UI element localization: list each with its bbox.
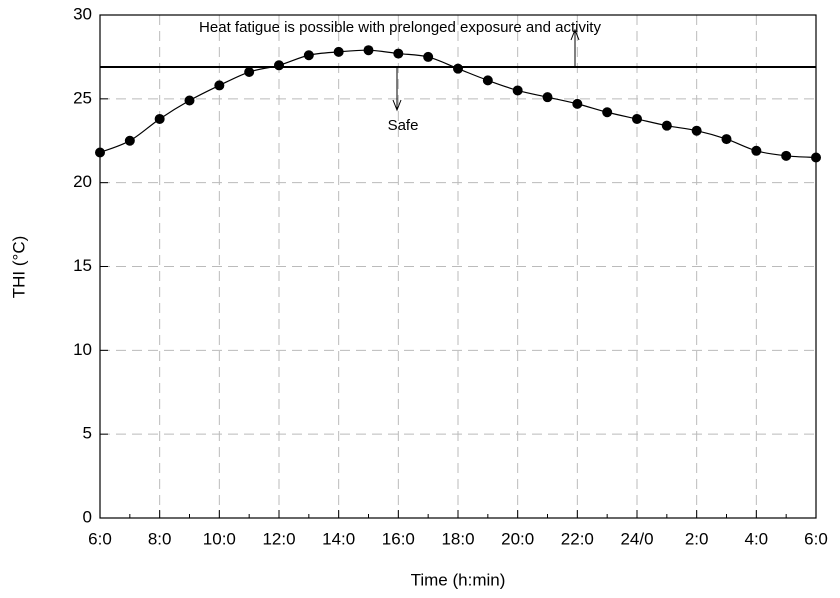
data-point — [274, 60, 284, 71]
y-tick-label: 5 — [83, 424, 92, 443]
x-tick-label: 20:0 — [501, 529, 534, 548]
x-tick-label: 10:0 — [203, 529, 236, 548]
data-point — [95, 147, 105, 158]
y-tick-label: 25 — [73, 88, 92, 107]
x-tick-label: 6:0 — [804, 529, 828, 548]
data-point — [542, 92, 553, 103]
x-tick-label: 14:0 — [322, 529, 355, 548]
data-point — [572, 98, 583, 109]
data-point — [214, 80, 225, 91]
data-point — [691, 125, 702, 136]
data-point — [303, 50, 314, 61]
data-point — [184, 95, 195, 106]
data-point — [632, 113, 642, 124]
y-tick-label: 30 — [73, 4, 92, 23]
data-point — [661, 120, 672, 131]
annotation: Heat fatigue is possible with prelonged … — [199, 19, 601, 36]
data-point — [393, 48, 404, 59]
x-tick-label: 6:0 — [88, 529, 112, 548]
annotation: Safe — [388, 117, 419, 134]
y-tick-label: 0 — [83, 507, 92, 526]
x-tick-label: 2:0 — [685, 529, 709, 548]
data-point — [423, 51, 434, 62]
data-point — [124, 135, 135, 146]
data-point — [781, 150, 792, 161]
data-point — [602, 107, 613, 118]
data-point — [333, 46, 344, 57]
data-point — [154, 113, 165, 124]
y-tick-label: 10 — [73, 340, 92, 359]
data-point — [751, 145, 762, 156]
y-tick-label: 15 — [73, 256, 92, 275]
x-tick-label: 18:0 — [441, 529, 474, 548]
data-point — [482, 75, 493, 86]
x-tick-label: 4:0 — [745, 529, 769, 548]
data-point — [244, 67, 255, 78]
x-tick-label: 12:0 — [262, 529, 295, 548]
plot-frame — [99, 14, 817, 519]
x-tick-label: 8:0 — [148, 529, 172, 548]
x-tick-label: 22:0 — [561, 529, 594, 548]
x-tick-label: 16:0 — [382, 529, 415, 548]
y-axis-label: THI (°C) — [9, 236, 28, 299]
arrow-up — [570, 28, 580, 67]
data-point — [453, 63, 463, 74]
data-point — [811, 152, 821, 163]
data-point — [512, 85, 523, 96]
data-point — [721, 134, 732, 145]
data-point — [363, 45, 374, 56]
x-tick-label: 24/0 — [620, 529, 653, 548]
y-tick-label: 20 — [73, 172, 92, 191]
arrow-down — [392, 66, 402, 112]
x-axis-label: Time (h:min) — [411, 570, 506, 589]
